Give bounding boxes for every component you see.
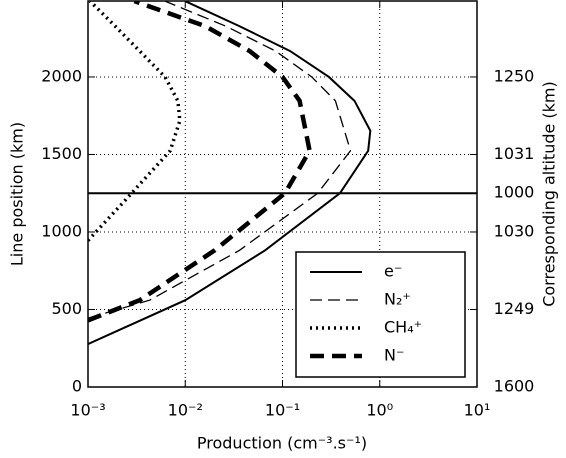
- x-tick-label: 10⁰: [366, 401, 393, 420]
- x-tick-label: 10¹: [464, 401, 491, 420]
- y2-axis-label: Corresponding altitude (km): [540, 81, 559, 307]
- x-tick-label: 10⁻²: [168, 401, 203, 420]
- y-tick-label: 500: [51, 299, 82, 318]
- y2-tick-label: 1031: [494, 144, 535, 163]
- series-line: [88, 1, 182, 242]
- y2-tick-label: 1600: [494, 377, 535, 396]
- y2-tick-label: 1249: [494, 299, 535, 318]
- y-tick-label: 1000: [41, 221, 82, 240]
- x-tick-label: 10⁻¹: [265, 401, 300, 420]
- legend-label: e⁻: [384, 262, 402, 281]
- series-line: [88, 1, 352, 319]
- y2-tick-label: 1000: [494, 183, 535, 202]
- y2-tick-label: 1030: [494, 221, 535, 240]
- legend-label: N₂⁺: [384, 290, 411, 309]
- series-line: [88, 1, 312, 323]
- y2-tick-label: 1250: [494, 66, 535, 85]
- legend-label: N⁻: [384, 346, 404, 365]
- series-line: [88, 1, 372, 345]
- y-axis-label: Line position (km): [8, 122, 27, 266]
- y-tick-label: 2000: [41, 66, 82, 85]
- plot-frame: [87, 0, 478, 388]
- y-tick-label: 1500: [41, 144, 82, 163]
- legend-label: CH₄⁺: [384, 318, 422, 337]
- x-axis-label: Production (cm⁻³.s⁻¹): [197, 434, 367, 453]
- y-tick-label: 0: [72, 377, 82, 396]
- x-tick-label: 10⁻³: [70, 401, 105, 420]
